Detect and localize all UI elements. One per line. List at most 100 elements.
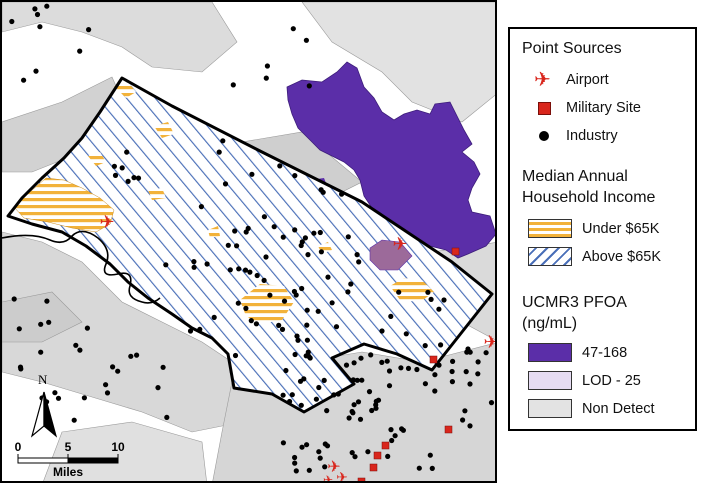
industry-point	[427, 452, 433, 458]
industry-point	[104, 390, 111, 396]
industry-point	[366, 389, 373, 395]
under-65k-patches	[13, 82, 434, 324]
industry-point	[34, 11, 41, 18]
industry-point	[191, 264, 197, 270]
industry-point	[303, 37, 309, 43]
legend-industry-label: Industry	[566, 128, 618, 144]
industry-point	[249, 171, 255, 177]
industry-point	[232, 228, 238, 234]
industry-point	[303, 353, 309, 359]
map-frame[interactable]: ✈ ✈ ✈ ✈ ✈ ✈ N	[0, 0, 497, 483]
industry-point	[52, 390, 58, 396]
industry-point	[304, 442, 310, 448]
industry-point	[306, 467, 312, 473]
industry-point	[112, 172, 119, 178]
legend-pfoa-title-line2: (ng/mL)	[522, 315, 578, 332]
industry-point	[467, 423, 473, 429]
legend-pfoa-low-label: LOD - 25	[582, 373, 641, 389]
industry-point	[422, 343, 428, 349]
industry-point	[324, 408, 330, 414]
airplane-icon: ✈	[534, 69, 551, 91]
industry-point	[281, 298, 288, 304]
industry-point	[134, 352, 140, 358]
industry-point	[280, 392, 286, 398]
industry-point	[46, 319, 52, 325]
swatch-under-65k	[528, 219, 572, 238]
industry-point	[119, 165, 125, 171]
airports: ✈ ✈ ✈ ✈ ✈ ✈	[99, 212, 495, 483]
industry-point	[225, 242, 231, 248]
map-canvas[interactable]: ✈ ✈ ✈ ✈ ✈ ✈ N	[2, 2, 497, 483]
industry-point	[354, 252, 360, 258]
industry-point	[467, 381, 473, 387]
industry-point	[356, 259, 362, 265]
industry-point	[33, 68, 39, 74]
industry-point	[16, 326, 22, 332]
legend-point-sources-title: Point Sources	[522, 40, 622, 57]
industry-point	[263, 75, 269, 81]
industry-point	[287, 398, 293, 405]
industry-point	[299, 444, 305, 450]
industry-point	[375, 397, 382, 403]
industry-point	[384, 358, 390, 364]
industry-point	[298, 242, 304, 249]
industry-point	[124, 149, 130, 155]
industry-point	[389, 437, 395, 444]
industry-point	[292, 227, 298, 233]
industry-point	[428, 296, 434, 302]
industry-point	[350, 377, 356, 383]
industry-point	[358, 355, 364, 361]
industry-point	[115, 368, 121, 374]
industry-point	[277, 163, 283, 169]
industry-point	[432, 388, 438, 394]
industry-point	[320, 189, 326, 195]
industry-point	[345, 289, 351, 295]
airplane-icon: ✈	[336, 469, 348, 483]
industry-point	[280, 234, 286, 240]
industry-point	[227, 267, 233, 273]
industry-point	[304, 337, 310, 343]
industry-point	[322, 441, 328, 447]
legend-military-label: Military Site	[566, 100, 641, 116]
industry-point	[198, 204, 204, 210]
industry-point	[386, 368, 393, 374]
industry-point	[236, 266, 242, 272]
industry-point	[436, 362, 442, 368]
industry-point	[264, 63, 270, 69]
industry-point	[110, 364, 116, 370]
industry-point	[204, 261, 210, 267]
industry-point	[71, 417, 77, 423]
industry-point	[125, 178, 131, 184]
industry-point	[44, 3, 50, 9]
industry-point	[425, 289, 431, 295]
industry-point	[483, 350, 489, 356]
industry-point	[438, 342, 444, 348]
swatch-non-detect	[528, 399, 572, 418]
industry-point	[222, 181, 229, 187]
industry-point	[292, 460, 298, 466]
swatch-pfoa-high	[528, 343, 572, 362]
industry-point	[399, 426, 405, 432]
legend-above-65k-label: Above $65K	[582, 249, 662, 265]
industry-point	[313, 396, 319, 402]
scale-bar: 0 5 10 Miles	[15, 440, 125, 479]
industry-point	[449, 368, 455, 375]
industry-point	[449, 379, 455, 385]
legend-pfoa-title-line1: UCMR3 PFOA	[522, 294, 627, 311]
industry-point	[279, 326, 286, 332]
industry-point	[211, 314, 217, 320]
industry-point	[333, 324, 340, 330]
industry-point	[365, 449, 371, 455]
industry-points	[9, 3, 495, 474]
industry-point	[379, 328, 385, 334]
airplane-icon: ✈	[327, 459, 340, 476]
airplane-icon: ✈	[392, 234, 407, 254]
industry-point	[294, 333, 300, 339]
industry-point	[488, 400, 495, 406]
industry-point	[416, 465, 422, 471]
industry-point	[398, 365, 404, 371]
military-sites	[357, 247, 460, 481]
industry-point	[429, 465, 435, 471]
industry-point	[77, 347, 83, 353]
study-area-above-65k	[8, 78, 492, 412]
